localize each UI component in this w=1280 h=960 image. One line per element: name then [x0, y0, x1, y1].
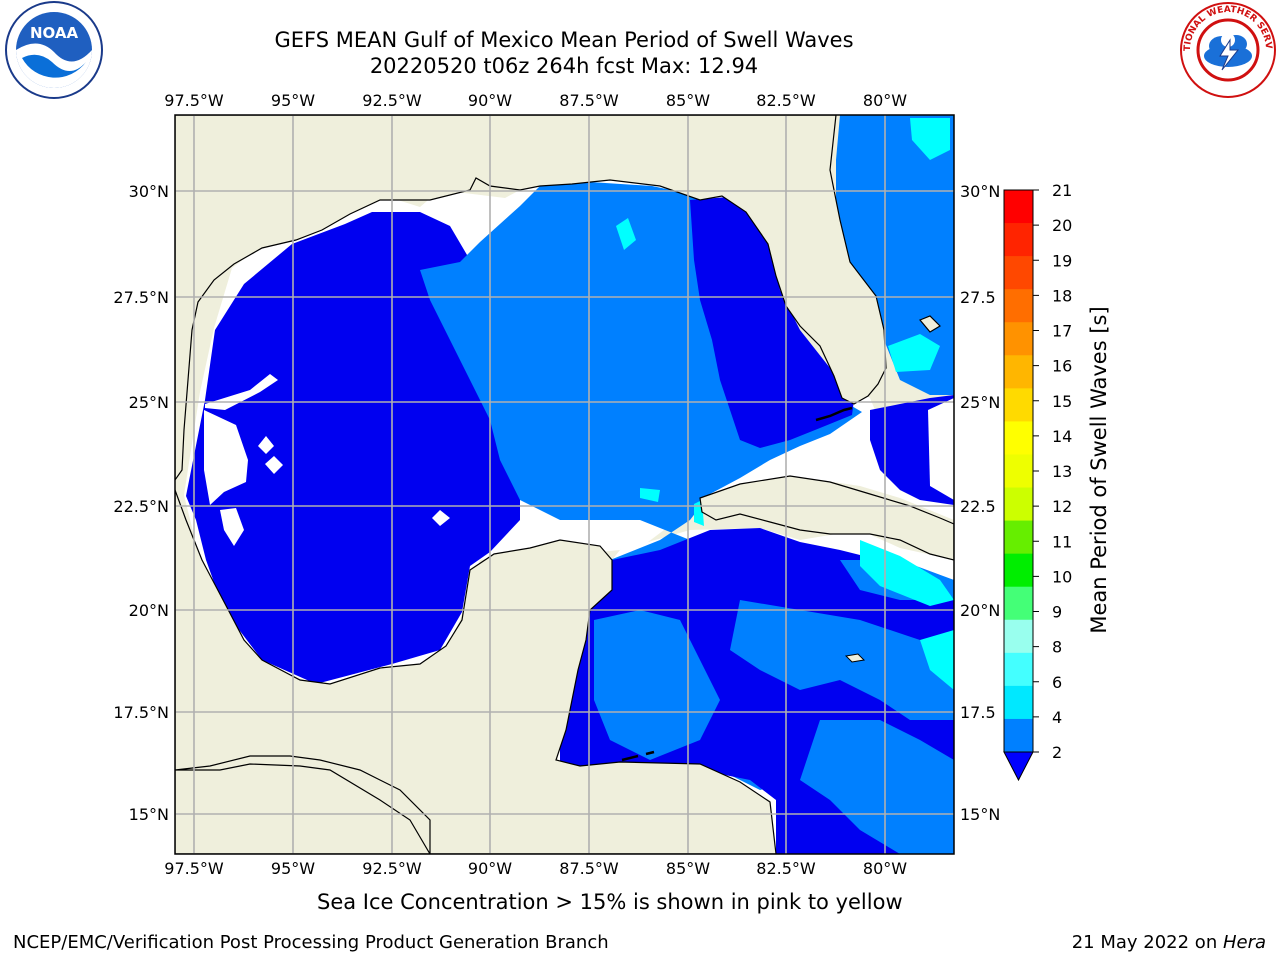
lat-label: 22.5°N [113, 497, 169, 516]
colorbar-tick-label: 15 [1052, 392, 1072, 411]
colorbar-tick-label: 4 [1052, 708, 1062, 727]
colorbar-segment [1004, 388, 1033, 422]
colorbar-ticks: 21 20 19 18 17 16 15 14 13 12 11 10 9 8 6 4 2 [1033, 181, 1072, 762]
colorbar-segment [1004, 520, 1033, 555]
swell-4-6s-cyan [616, 118, 954, 778]
colorbar-segment [1004, 454, 1033, 489]
colorbar-segment [1004, 685, 1033, 720]
colorbar-tick-label: 9 [1052, 603, 1062, 622]
east-gulf-swell-dark-blue [690, 196, 854, 448]
lon-label: 82.5°W [756, 91, 816, 110]
lat-label: 20°N [129, 601, 169, 620]
lon-labels-top: 97.5°W 95°W 92.5°W 90°W 87.5°W 85°W 82.5… [164, 91, 907, 110]
lat-labels-left: 30°N 27.5°N 25°N 22.5°N 20°N 17.5°N 15°N [113, 182, 169, 824]
lat-label: 22.5 [960, 497, 996, 516]
land-masses [175, 115, 954, 854]
lat-label: 30°N [129, 182, 169, 201]
colorbar-tick-label: 16 [1052, 357, 1072, 376]
lon-label: 85°W [666, 859, 710, 878]
footer-credit: NCEP/EMC/Verification Post Processing Pr… [13, 932, 609, 953]
colorbar-segment [1004, 256, 1033, 290]
colorbar-segment [1004, 586, 1033, 621]
lon-label: 97.5°W [164, 91, 224, 110]
gulf-swell-dark-blue [186, 212, 520, 684]
map-frame [174, 114, 955, 855]
colorbar-tick-label: 17 [1052, 322, 1072, 341]
lon-label: 80°W [863, 91, 907, 110]
lon-label: 87.5°W [559, 91, 619, 110]
lon-label: 92.5°W [362, 859, 422, 878]
lat-label: 20°N [960, 601, 1000, 620]
colorbar-tick-label: 21 [1052, 181, 1072, 200]
colorbar-tick-label: 12 [1052, 497, 1072, 516]
colorbar-tick-label: 6 [1052, 673, 1062, 692]
colorbar-segment [1004, 718, 1033, 753]
colorbar-segment [1004, 355, 1033, 389]
colorbar-tick-label: 8 [1052, 638, 1062, 657]
lat-label: 27.5°N [113, 288, 169, 307]
no-data-holes [204, 374, 450, 546]
lon-label: 80°W [863, 859, 907, 878]
lon-label: 90°W [468, 859, 512, 878]
lat-label: 30°N [960, 182, 1000, 201]
lon-label: 97.5°W [164, 859, 224, 878]
lat-label: 15°N [129, 805, 169, 824]
lon-labels-bottom: 97.5°W 95°W 92.5°W 90°W 87.5°W 85°W 82.5… [164, 859, 907, 878]
lat-label: 25°N [129, 393, 169, 412]
bay-islands [621, 750, 655, 762]
sea-ice-note: Sea Ice Concentration > 15% is shown in … [317, 890, 903, 914]
colorbar-segment [1004, 190, 1033, 224]
colorbar-tick-label: 14 [1052, 427, 1072, 446]
colorbar [1003, 189, 1034, 753]
lon-label: 95°W [271, 91, 315, 110]
lat-label: 17.5°N [113, 703, 169, 722]
lat-label: 25°N [960, 393, 1000, 412]
footer-machine: Hera [1222, 932, 1266, 953]
nws-logo: NATIONAL WEATHER SERVICE [1176, 0, 1276, 98]
colorbar-segment [1004, 322, 1033, 356]
lat-labels-right: 30°N 27.5 25°N 22.5 20°N 17.5 15°N [960, 182, 1000, 824]
chart-subtitle: 20220520 t06z 264h fcst Max: 12.94 [369, 54, 759, 78]
lon-label: 95°W [271, 859, 315, 878]
colorbar-segment [1004, 553, 1033, 588]
colorbar-tick-label: 10 [1052, 567, 1072, 586]
florida-keys [815, 406, 853, 422]
colorbar-segment [1004, 223, 1033, 257]
colorbar-tick-label: 18 [1052, 286, 1072, 305]
map-gridlines [175, 115, 954, 854]
colorbar-tick-label: 13 [1052, 462, 1072, 481]
lon-label: 82.5°W [756, 859, 816, 878]
footer-date-text: 21 May 2022 on [1071, 932, 1223, 953]
colorbar-segment [1004, 652, 1033, 687]
colorbar-segment [1004, 289, 1033, 323]
colorbar-tick-label: 19 [1052, 251, 1072, 270]
footer-date: 21 May 2022 on Hera [1072, 932, 1266, 953]
colorbar-segment [1004, 619, 1033, 654]
lat-label: 15°N [960, 805, 1000, 824]
jamaica [844, 653, 866, 663]
colorbar-segment [1004, 487, 1033, 522]
colorbar-tick-label: 2 [1052, 743, 1062, 762]
lat-label: 27.5 [960, 288, 996, 307]
lon-label: 92.5°W [362, 91, 422, 110]
colorbar-extend-arrow [1003, 751, 1034, 782]
noaa-logo: NOAA [5, 1, 103, 99]
colorbar-segment [1004, 421, 1033, 455]
lon-label: 90°W [468, 91, 512, 110]
colorbar-label: Mean Period of Swell Waves [s] [1087, 306, 1111, 633]
atlantic-white-area [928, 398, 954, 500]
chart-title: GEFS MEAN Gulf of Mexico Mean Period of … [274, 28, 854, 52]
noaa-logo-text: NOAA [30, 24, 79, 42]
lat-label: 17.5 [960, 703, 996, 722]
lon-label: 87.5°W [559, 859, 619, 878]
colorbar-tick-label: 11 [1052, 532, 1072, 551]
colorbar-tick-label: 20 [1052, 216, 1072, 235]
lon-label: 85°W [666, 91, 710, 110]
